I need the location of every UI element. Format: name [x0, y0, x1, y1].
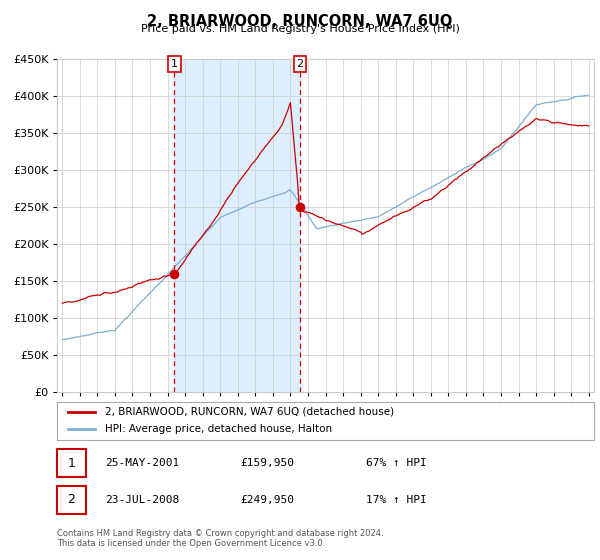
Text: 2, BRIARWOOD, RUNCORN, WA7 6UQ: 2, BRIARWOOD, RUNCORN, WA7 6UQ	[148, 14, 452, 29]
Text: 25-MAY-2001: 25-MAY-2001	[105, 458, 179, 468]
Text: 67% ↑ HPI: 67% ↑ HPI	[366, 458, 427, 468]
Text: Contains HM Land Registry data © Crown copyright and database right 2024.: Contains HM Land Registry data © Crown c…	[57, 529, 383, 538]
Text: 23-JUL-2008: 23-JUL-2008	[105, 494, 179, 505]
Text: 1: 1	[171, 59, 178, 69]
Text: Price paid vs. HM Land Registry's House Price Index (HPI): Price paid vs. HM Land Registry's House …	[140, 24, 460, 34]
Text: 2: 2	[296, 59, 304, 69]
Text: £249,950: £249,950	[240, 494, 294, 505]
Text: 2, BRIARWOOD, RUNCORN, WA7 6UQ (detached house): 2, BRIARWOOD, RUNCORN, WA7 6UQ (detached…	[106, 407, 394, 417]
Text: HPI: Average price, detached house, Halton: HPI: Average price, detached house, Halt…	[106, 424, 332, 435]
Text: This data is licensed under the Open Government Licence v3.0.: This data is licensed under the Open Gov…	[57, 539, 325, 548]
Text: 2: 2	[67, 493, 76, 506]
Text: 1: 1	[67, 456, 76, 470]
Point	[295, 203, 305, 212]
Text: 17% ↑ HPI: 17% ↑ HPI	[366, 494, 427, 505]
Text: £159,950: £159,950	[240, 458, 294, 468]
Point	[169, 269, 179, 278]
Bar	[174, 59, 300, 392]
